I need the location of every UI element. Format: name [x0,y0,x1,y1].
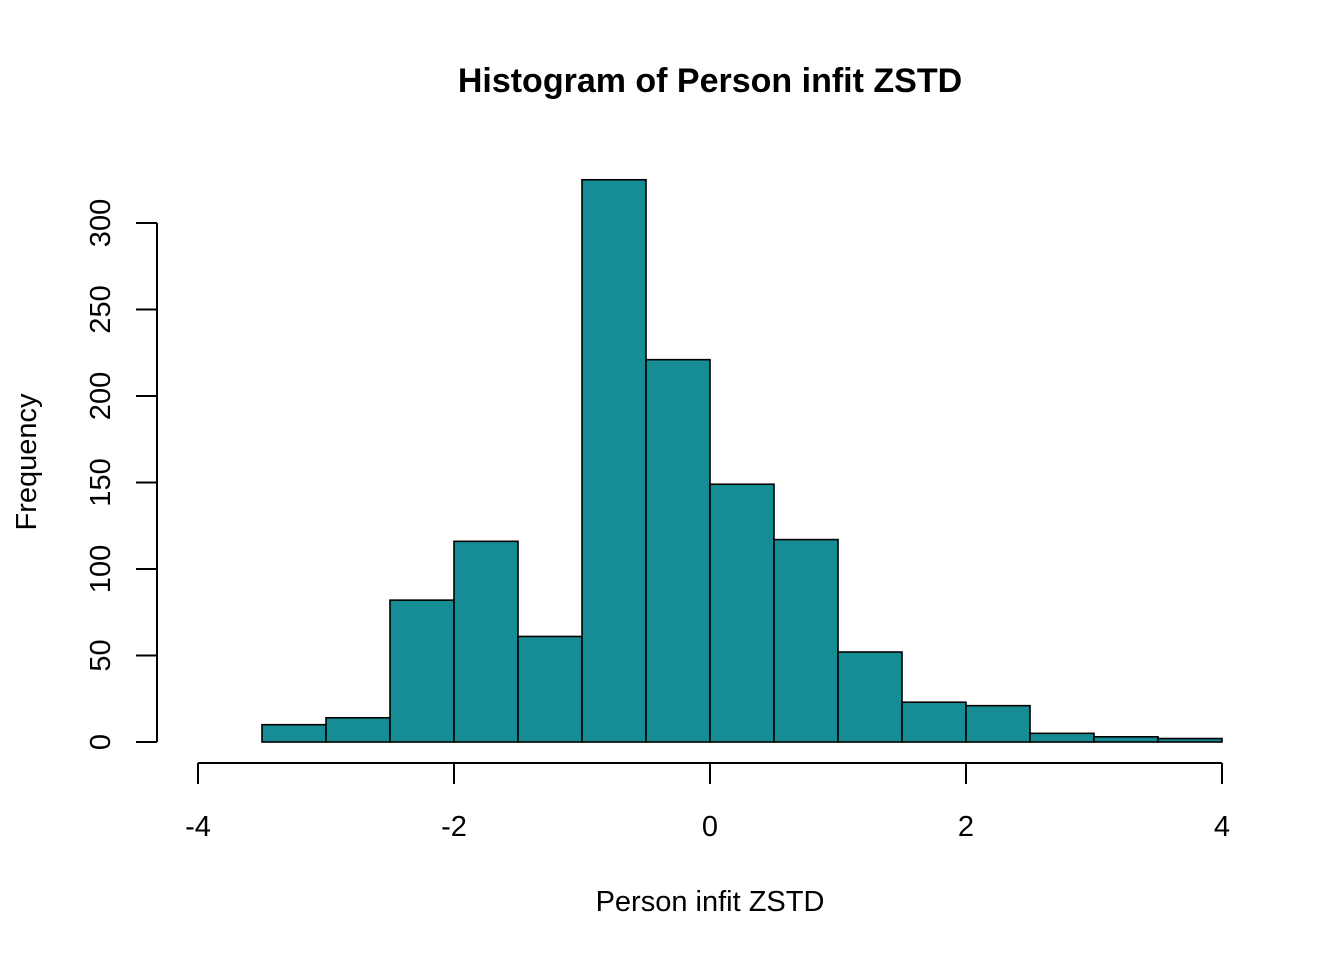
histogram-bar [965,704,1031,743]
y-axis-label: Frequency [11,393,43,531]
y-tick-label: 150 [85,458,117,506]
x-axis: -4 -2 0 2 4 [185,762,1230,843]
y-tick-label: 0 [85,734,117,750]
histogram-bar [325,716,391,743]
histogram-bar [261,723,327,743]
y-tick-label: 50 [85,639,117,671]
x-tick-label: 4 [1214,811,1230,843]
histogram-bar [389,599,455,743]
histogram-bar [773,538,839,743]
histogram-bar [581,178,647,743]
y-tick-label: 250 [85,285,117,333]
x-tick-label: -2 [441,811,467,843]
histogram-bar [645,358,711,743]
histogram-bar [709,483,775,743]
histogram-bar [1093,736,1159,743]
x-axis-label: Person infit ZSTD [596,886,825,918]
histogram-bar [837,651,903,743]
histogram-bar [453,540,519,743]
x-tick-label: 0 [702,811,718,843]
histogram-bar [1157,737,1223,743]
x-tick-label: -4 [185,811,211,843]
y-tick-label: 300 [85,199,117,247]
y-axis: 0 50 100 150 200 250 300 [85,199,158,750]
x-tick-label: 2 [958,811,974,843]
y-tick-label: 200 [85,372,117,420]
histogram-bar [517,635,583,743]
chart-title: Histogram of Person infit ZSTD [458,62,962,100]
y-tick-label: 100 [85,545,117,593]
histogram-bar [901,701,967,743]
histogram-bar [1029,732,1095,743]
bars-group [261,178,1223,743]
